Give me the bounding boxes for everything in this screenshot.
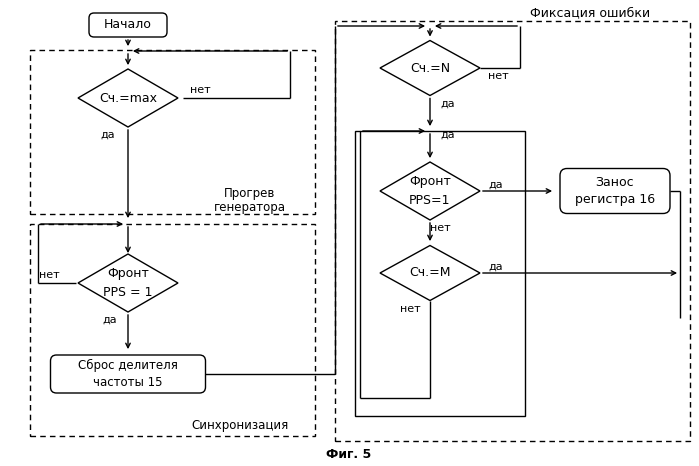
Text: да: да [103, 315, 117, 325]
Text: Сч.=N: Сч.=N [410, 62, 450, 75]
Text: Начало: Начало [104, 19, 152, 32]
Text: Сч.=M: Сч.=M [409, 267, 451, 280]
Text: регистра 16: регистра 16 [575, 193, 655, 206]
Text: да: да [440, 130, 455, 140]
Text: частоты 15: частоты 15 [93, 377, 163, 390]
Text: нет: нет [190, 85, 210, 95]
Text: да: да [101, 130, 115, 140]
Text: Фиг. 5: Фиг. 5 [326, 447, 372, 460]
Polygon shape [380, 246, 480, 301]
Text: да: да [488, 180, 503, 190]
Text: Занос: Занос [596, 176, 634, 189]
FancyBboxPatch shape [50, 355, 206, 393]
Text: да: да [488, 262, 503, 272]
Polygon shape [78, 254, 178, 312]
Text: нет: нет [39, 270, 60, 280]
Text: Фронт: Фронт [409, 176, 451, 189]
Text: да: да [440, 98, 455, 109]
Text: нет: нет [488, 71, 509, 81]
Text: Прогрев: Прогрев [224, 187, 275, 200]
FancyBboxPatch shape [560, 169, 670, 213]
Text: Синхронизация: Синхронизация [192, 419, 289, 432]
Text: нет: нет [430, 223, 450, 233]
Polygon shape [78, 69, 178, 127]
Text: PPS=1: PPS=1 [409, 193, 451, 206]
Polygon shape [380, 41, 480, 96]
Text: генератора: генератора [214, 200, 286, 213]
Text: Фиксация ошибки: Фиксация ошибки [530, 7, 650, 20]
Polygon shape [380, 162, 480, 220]
Text: Сброс делителя: Сброс делителя [78, 358, 178, 371]
FancyBboxPatch shape [89, 13, 167, 37]
Text: Сч.=max: Сч.=max [99, 91, 157, 104]
Text: Фронт: Фронт [107, 267, 149, 281]
Text: PPS = 1: PPS = 1 [103, 286, 153, 299]
Text: нет: нет [400, 303, 420, 314]
